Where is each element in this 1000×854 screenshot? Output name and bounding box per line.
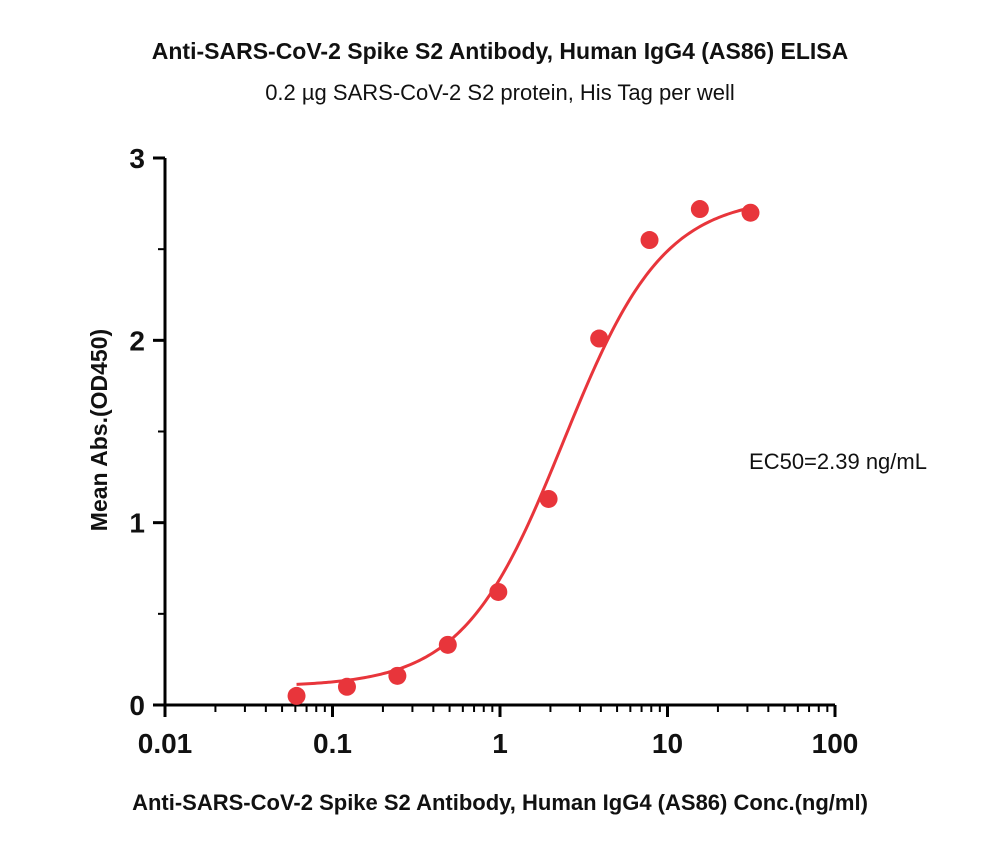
data-point [590, 329, 609, 348]
chart-title: Anti-SARS-CoV-2 Spike S2 Antibody, Human… [151, 38, 849, 64]
x-tick-label: 10 [652, 728, 683, 759]
x-tick-label: 1 [492, 728, 508, 759]
data-point [741, 203, 760, 222]
data-point [388, 666, 407, 685]
fit-curve [296, 206, 751, 686]
x-tick-label: 0.01 [138, 728, 193, 759]
data-points [287, 200, 760, 705]
axes: 0 1 2 3 0.01 0.1 1 10 100 [129, 143, 858, 759]
data-point [640, 231, 659, 250]
data-point [287, 686, 306, 705]
x-tick-label: 100 [812, 728, 859, 759]
chart-subtitle: 0.2 µg SARS-CoV-2 S2 protein, His Tag pe… [265, 80, 735, 105]
x-axis-label: Anti-SARS-CoV-2 Spike S2 Antibody, Human… [132, 790, 868, 815]
data-point [690, 200, 709, 219]
y-tick-label: 2 [129, 325, 145, 356]
data-point [438, 635, 457, 654]
y-axis-label: Mean Abs.(OD450) [86, 329, 112, 531]
y-tick-label: 0 [129, 690, 145, 721]
y-tick-label: 1 [129, 508, 145, 539]
x-tick-label: 0.1 [313, 728, 352, 759]
data-point [489, 582, 508, 601]
data-point [539, 489, 558, 508]
y-tick-label: 3 [129, 143, 145, 174]
data-point [337, 677, 356, 696]
ec50-annotation: EC50=2.39 ng/mL [749, 449, 927, 474]
